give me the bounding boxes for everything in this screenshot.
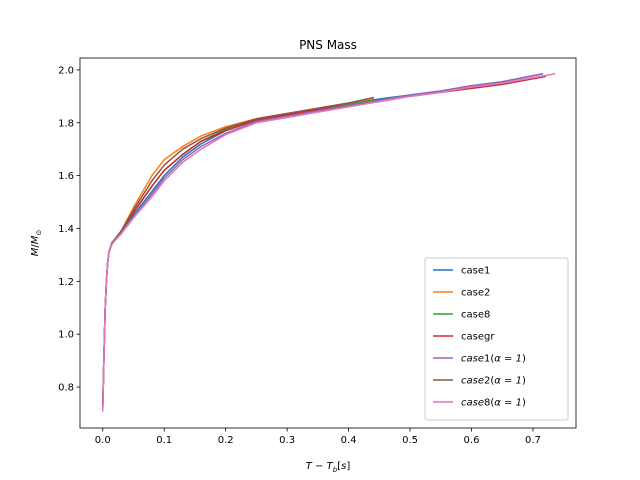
legend-label-4: case1(α = 1) [461, 354, 526, 365]
legend-label-2: case8 [461, 310, 490, 321]
legend-label-0: case1 [461, 266, 490, 277]
legend-label-6: case8(α = 1) [461, 398, 526, 409]
y-tick-label: 1.2 [58, 277, 74, 288]
legend-label-1: case2 [461, 288, 490, 299]
y-tick-label: 1.6 [58, 171, 74, 182]
x-tick-label: 0.7 [525, 435, 541, 446]
x-tick-label: 0.2 [218, 435, 234, 446]
x-tick-label: 0.3 [279, 435, 295, 446]
series-line-6 [101, 72, 556, 412]
legend-box [424, 257, 569, 421]
legend: case1 case2 case8 casegr case1(α = 1) case2(α… [424, 257, 569, 421]
x-tick-label: 0.6 [464, 435, 480, 446]
series-group [101, 72, 556, 412]
x-tick-label: 0.5 [402, 435, 418, 446]
x-tick-label: 0.4 [341, 435, 357, 446]
plot-frame [79, 57, 577, 429]
y-tick-label: 1.0 [58, 330, 74, 341]
x-tick-label: 0.0 [95, 435, 111, 446]
y-axis-title: M/M⊙ [30, 230, 43, 257]
y-tick-label: 0.8 [58, 383, 74, 394]
plot-area [101, 72, 556, 412]
y-tick-label: 2.0 [58, 65, 74, 76]
x-axis-title: T − Tb[s] [306, 461, 351, 474]
chart-title: PNS Mass [299, 38, 357, 52]
x-tick-label: 0.1 [156, 435, 172, 446]
axes: 0.0 0.1 0.2 0.3 0.4 0.5 0.6 0.7 0.8 1.0 1.2 1.4 1.6 1… [58, 57, 577, 446]
legend-label-3: casegr [461, 332, 495, 343]
legend-label-5: case2(α = 1) [461, 376, 526, 387]
y-tick-label: 1.4 [58, 224, 74, 235]
y-tick-label: 1.8 [58, 118, 74, 129]
